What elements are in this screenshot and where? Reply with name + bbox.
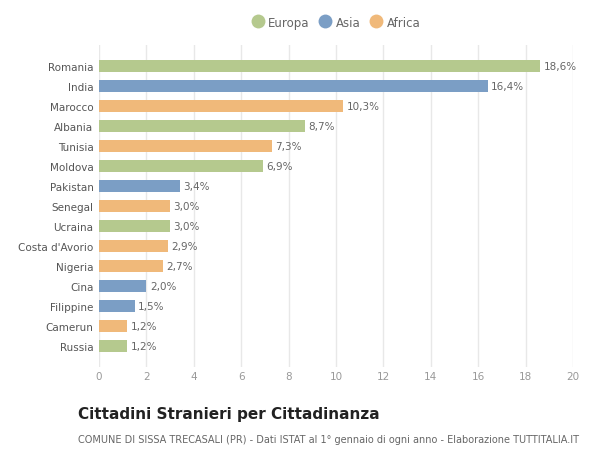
Bar [99, 280, 146, 292]
Bar [99, 161, 263, 173]
Bar [99, 140, 272, 152]
Bar [99, 61, 540, 73]
Bar [99, 301, 134, 313]
Text: COMUNE DI SISSA TRECASALI (PR) - Dati ISTAT al 1° gennaio di ogni anno - Elabora: COMUNE DI SISSA TRECASALI (PR) - Dati IS… [78, 434, 579, 444]
Bar [99, 261, 163, 273]
Bar [99, 341, 127, 353]
Bar [99, 201, 170, 213]
Text: 10,3%: 10,3% [347, 101, 380, 112]
Text: 7,3%: 7,3% [275, 141, 302, 151]
Text: Cittadini Stranieri per Cittadinanza: Cittadini Stranieri per Cittadinanza [78, 406, 380, 421]
Text: 3,0%: 3,0% [173, 222, 200, 231]
Bar [99, 80, 488, 93]
Text: 2,7%: 2,7% [167, 262, 193, 272]
Text: 18,6%: 18,6% [544, 62, 577, 72]
Bar [99, 221, 170, 233]
Bar [99, 320, 127, 333]
Bar [99, 101, 343, 112]
Text: 8,7%: 8,7% [309, 122, 335, 132]
Bar [99, 121, 305, 133]
Text: 3,4%: 3,4% [183, 182, 209, 191]
Bar [99, 241, 168, 252]
Text: 1,5%: 1,5% [138, 302, 164, 312]
Text: 3,0%: 3,0% [173, 202, 200, 212]
Bar [99, 180, 179, 192]
Text: 1,2%: 1,2% [131, 322, 157, 331]
Text: 2,9%: 2,9% [171, 241, 198, 252]
Text: 16,4%: 16,4% [491, 82, 524, 91]
Text: 6,9%: 6,9% [266, 162, 293, 172]
Text: 2,0%: 2,0% [150, 281, 176, 291]
Text: 1,2%: 1,2% [131, 341, 157, 352]
Legend: Europa, Asia, Africa: Europa, Asia, Africa [248, 13, 424, 33]
